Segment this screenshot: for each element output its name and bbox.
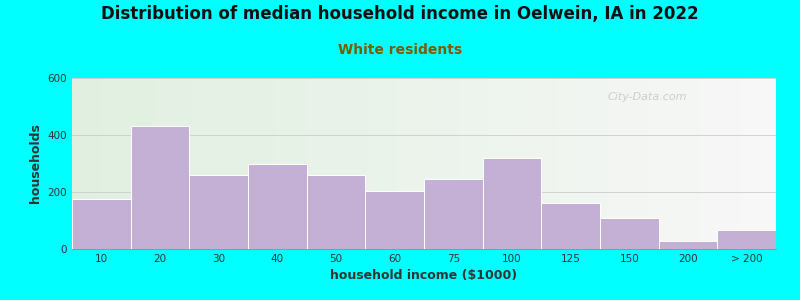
X-axis label: household income ($1000): household income ($1000) [330,269,518,282]
Bar [248,164,306,249]
Bar [190,175,248,249]
Bar [72,199,130,249]
Text: Distribution of median household income in Oelwein, IA in 2022: Distribution of median household income … [101,4,699,22]
Y-axis label: households: households [29,124,42,203]
Bar [306,175,366,249]
Bar [718,230,776,249]
Bar [542,202,600,249]
Bar [600,218,658,249]
Bar [658,241,718,249]
Bar [130,126,190,249]
Bar [482,158,542,249]
Bar [366,190,424,249]
Text: White residents: White residents [338,44,462,58]
Bar [424,179,482,249]
Text: City-Data.com: City-Data.com [607,92,686,102]
